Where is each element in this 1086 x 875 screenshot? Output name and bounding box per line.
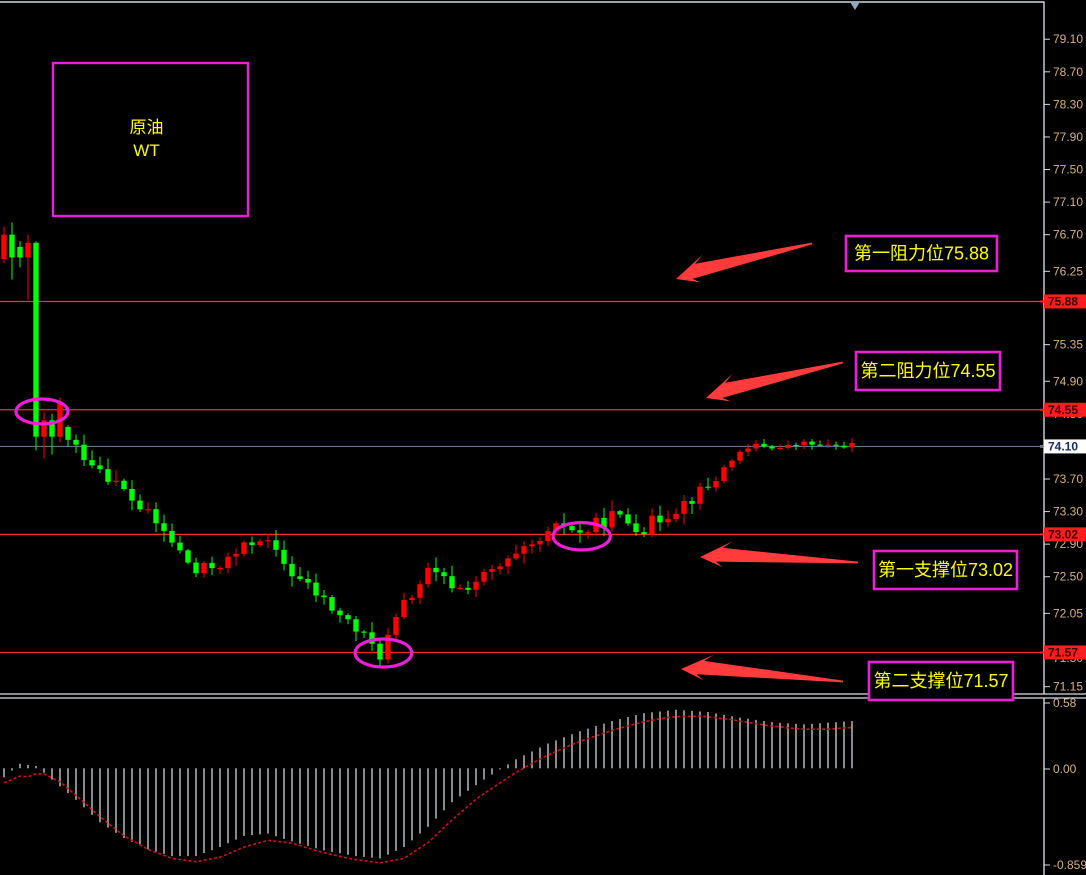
svg-text:原油: 原油 <box>130 118 164 137</box>
svg-text:74.55: 74.55 <box>1048 403 1078 417</box>
svg-text:73.02: 73.02 <box>1048 527 1078 541</box>
svg-text:77.10: 77.10 <box>1053 195 1083 209</box>
svg-text:73.70: 73.70 <box>1053 472 1083 486</box>
svg-text:71.57: 71.57 <box>1048 645 1078 659</box>
svg-text:第二阻力位74.55: 第二阻力位74.55 <box>860 361 995 381</box>
svg-text:77.90: 77.90 <box>1053 130 1083 144</box>
svg-text:79.10: 79.10 <box>1053 32 1083 46</box>
svg-text:75.88: 75.88 <box>1048 294 1078 308</box>
svg-text:73.30: 73.30 <box>1053 505 1083 519</box>
svg-text:第一阻力位75.88: 第一阻力位75.88 <box>854 244 989 264</box>
svg-text:第二支撑位71.57: 第二支撑位71.57 <box>873 671 1008 691</box>
svg-text:WT: WT <box>133 141 159 160</box>
svg-text:-0.859: -0.859 <box>1053 858 1086 872</box>
svg-text:72.50: 72.50 <box>1053 570 1083 584</box>
svg-text:0.00: 0.00 <box>1053 762 1077 776</box>
svg-text:75.35: 75.35 <box>1053 338 1083 352</box>
svg-text:77.50: 77.50 <box>1053 163 1083 177</box>
svg-text:78.30: 78.30 <box>1053 97 1083 111</box>
svg-text:72.05: 72.05 <box>1053 606 1083 620</box>
svg-text:76.25: 76.25 <box>1053 264 1083 278</box>
svg-text:78.70: 78.70 <box>1053 65 1083 79</box>
svg-text:71.15: 71.15 <box>1053 680 1083 694</box>
svg-text:0.58: 0.58 <box>1053 696 1077 710</box>
svg-text:74.90: 74.90 <box>1053 374 1083 388</box>
svg-text:74.10: 74.10 <box>1048 439 1078 453</box>
svg-text:76.70: 76.70 <box>1053 228 1083 242</box>
svg-text:第一支撑位73.02: 第一支撑位73.02 <box>878 560 1013 580</box>
